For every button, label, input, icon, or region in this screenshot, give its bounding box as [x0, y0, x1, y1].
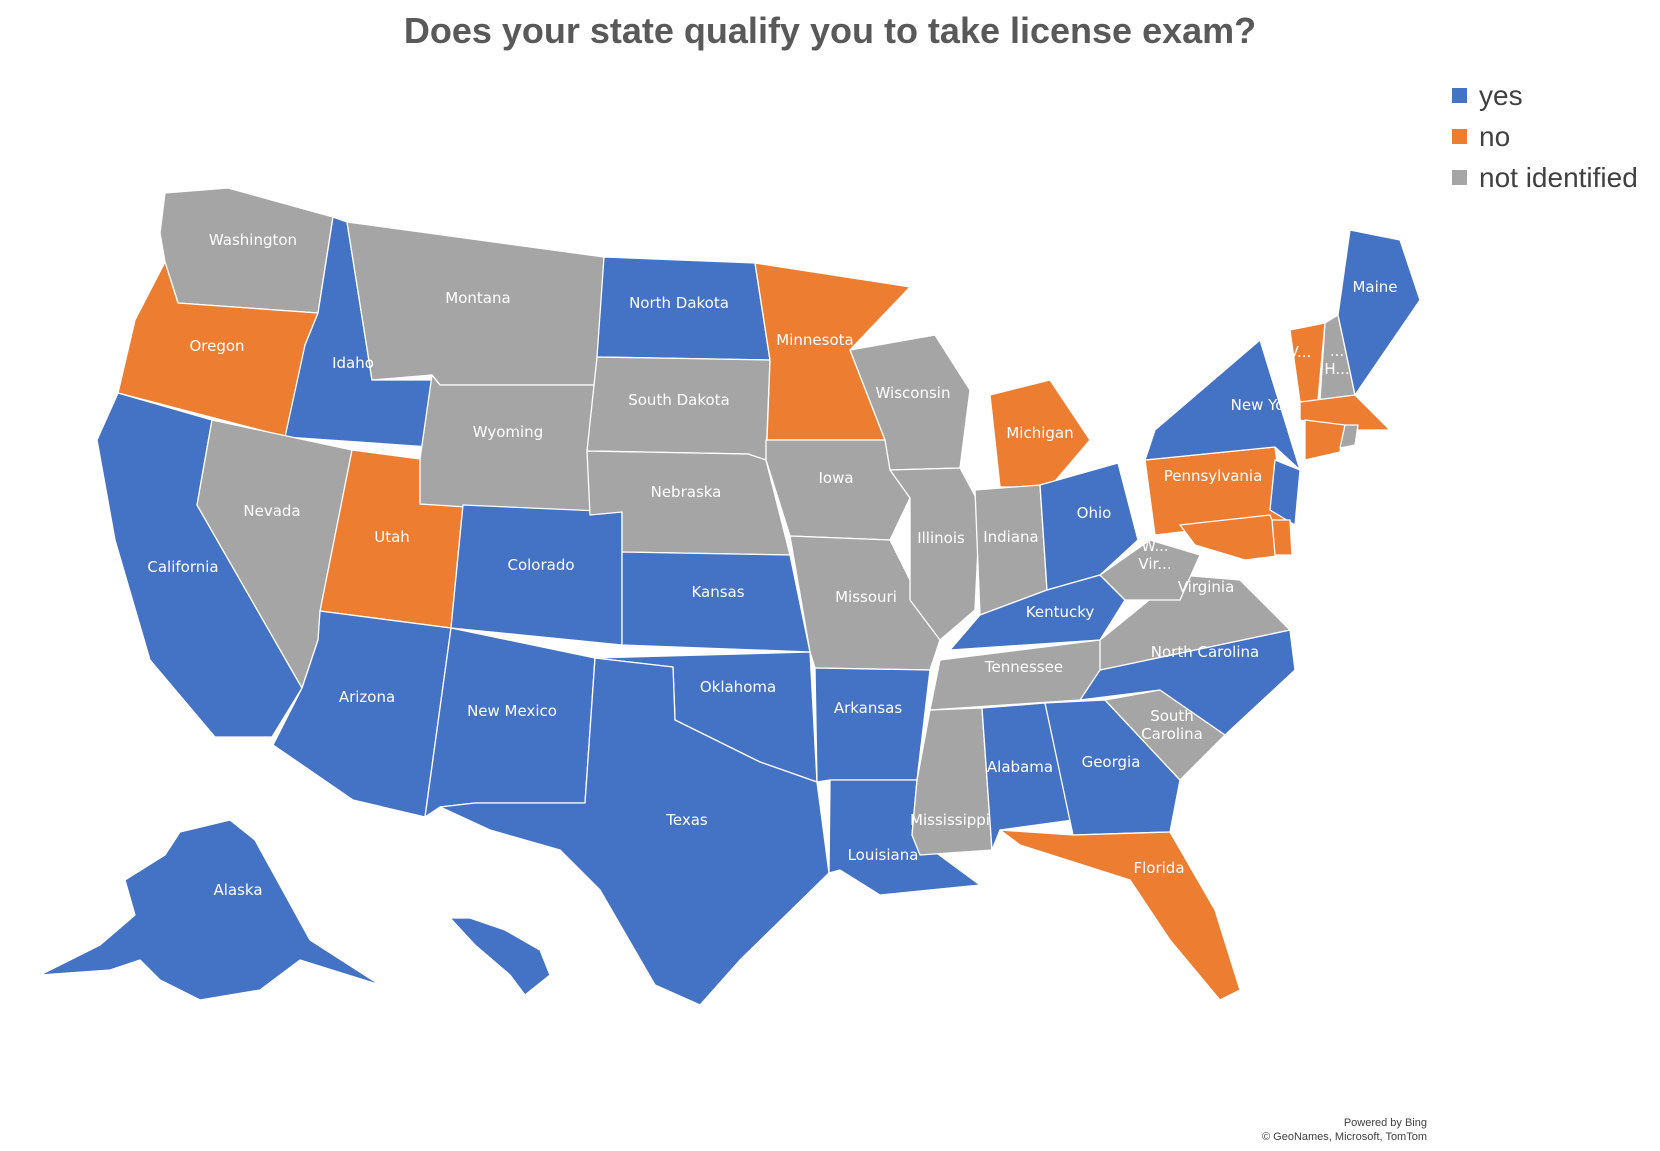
state-hawaii — [449, 917, 551, 996]
legend-swatch-yes — [1452, 88, 1467, 103]
state-ohio — [1039, 462, 1139, 591]
state-label-oregon: Oregon — [189, 337, 244, 355]
legend-item-no: no — [1452, 116, 1638, 157]
legend-swatch-not-identified — [1452, 170, 1467, 185]
state-label-indiana: Indiana — [983, 528, 1039, 546]
state-illinois — [889, 467, 981, 641]
state-label-virginia: Virginia — [1178, 578, 1235, 596]
state-alaska — [39, 819, 381, 1001]
state-label-tennessee: Tennessee — [984, 658, 1063, 676]
state-label-wisconsin: Wisconsin — [876, 384, 951, 402]
state-label-wyoming: Wyoming — [473, 423, 543, 441]
state-label-michigan: Michigan — [1006, 424, 1073, 442]
state-west-virginia — [1099, 539, 1201, 601]
state-label-new-york: New York — [1231, 396, 1300, 414]
state-label-new-hampshire: ... H... — [1324, 342, 1349, 378]
state-arkansas — [814, 667, 931, 783]
state-maine — [1337, 229, 1421, 396]
state-label-north-carolina: North Carolina — [1151, 643, 1259, 661]
chart-title: Does your state qualify you to take lice… — [403, 10, 1257, 51]
state-label-kansas: Kansas — [691, 583, 744, 601]
state-delaware — [1271, 519, 1293, 556]
state-label-north-dakota: North Dakota — [629, 294, 729, 312]
state-label-west-virginia: W... Vir... — [1138, 537, 1171, 573]
state-label-vermont: V... — [1289, 343, 1312, 361]
state-rhode-island — [1339, 424, 1359, 449]
state-label-kentucky: Kentucky — [1026, 603, 1095, 621]
state-washington — [159, 187, 334, 314]
state-label-montana: Montana — [445, 289, 510, 307]
state-label-arizona: Arizona — [339, 688, 395, 706]
state-connecticut — [1304, 419, 1346, 461]
state-michigan — [989, 379, 1091, 488]
state-label-missouri: Missouri — [835, 588, 897, 606]
state-new-mexico — [424, 627, 596, 818]
state-texas — [439, 657, 830, 1006]
state-label-maine: Maine — [1352, 278, 1397, 296]
state-florida — [999, 829, 1241, 1001]
state-label-california: California — [147, 558, 218, 576]
state-label-illinois: Illinois — [917, 529, 965, 547]
state-label-florida: Florida — [1133, 859, 1184, 877]
state-label-alabama: Alabama — [987, 758, 1053, 776]
legend-label-not-identified: not identified — [1479, 161, 1638, 193]
state-south-dakota — [586, 356, 771, 461]
state-label-oklahoma: Oklahoma — [700, 678, 776, 696]
state-label-south-carolina: South Carolina — [1141, 707, 1203, 743]
state-label-nebraska: Nebraska — [651, 483, 722, 501]
state-label-texas: Texas — [665, 811, 708, 829]
state-label-arkansas: Arkansas — [834, 699, 903, 717]
state-georgia — [1044, 699, 1181, 836]
state-label-pennsylvania: Pennsylvania — [1164, 467, 1263, 485]
credit-copyright: © GeoNames, Microsoft, TomTom — [1262, 1131, 1427, 1143]
state-label-iowa: Iowa — [818, 469, 853, 487]
state-label-georgia: Georgia — [1082, 753, 1141, 771]
state-alabama — [981, 702, 1074, 851]
legend-item-not-identified: not identified — [1452, 157, 1638, 198]
state-colorado — [450, 504, 623, 646]
state-label-idaho: Idaho — [332, 354, 374, 372]
state-wyoming — [419, 374, 598, 516]
state-kansas — [621, 551, 811, 653]
state-new-york — [1144, 339, 1301, 471]
credit-powered-by: Powered by Bing — [1343, 1117, 1427, 1129]
legend-label-no: no — [1479, 120, 1511, 152]
state-label-alaska: Alaska — [213, 881, 262, 899]
state-label-utah: Utah — [374, 528, 410, 546]
state-label-colorado: Colorado — [507, 556, 574, 574]
legend-swatch-no — [1452, 129, 1467, 144]
state-label-nevada: Nevada — [243, 502, 300, 520]
legend-label-yes: yes — [1479, 79, 1523, 111]
state-label-minnesota: Minnesota — [776, 331, 853, 349]
state-label-louisiana: Louisiana — [848, 846, 919, 864]
state-label-new-mexico: New Mexico — [467, 702, 557, 720]
state-label-south-dakota: South Dakota — [628, 391, 730, 409]
state-label-mississippi: Mississippi — [910, 811, 990, 829]
legend-item-yes: yes — [1452, 75, 1638, 116]
legend: yes no not identified — [1452, 75, 1638, 198]
state-label-washington: Washington — [209, 231, 297, 249]
state-massachusetts — [1299, 394, 1391, 431]
state-new-jersey — [1269, 459, 1301, 526]
state-maryland — [1179, 514, 1286, 561]
state-label-ohio: Ohio — [1077, 504, 1112, 522]
state-vermont — [1289, 322, 1326, 403]
map-credit: Powered by Bing © GeoNames, Microsoft, T… — [1262, 1116, 1427, 1144]
state-mississippi — [911, 707, 993, 856]
state-labels: Washington Oregon California Idaho Nevada Uta… — [147, 231, 1397, 899]
state-shapes — [39, 187, 1421, 1006]
